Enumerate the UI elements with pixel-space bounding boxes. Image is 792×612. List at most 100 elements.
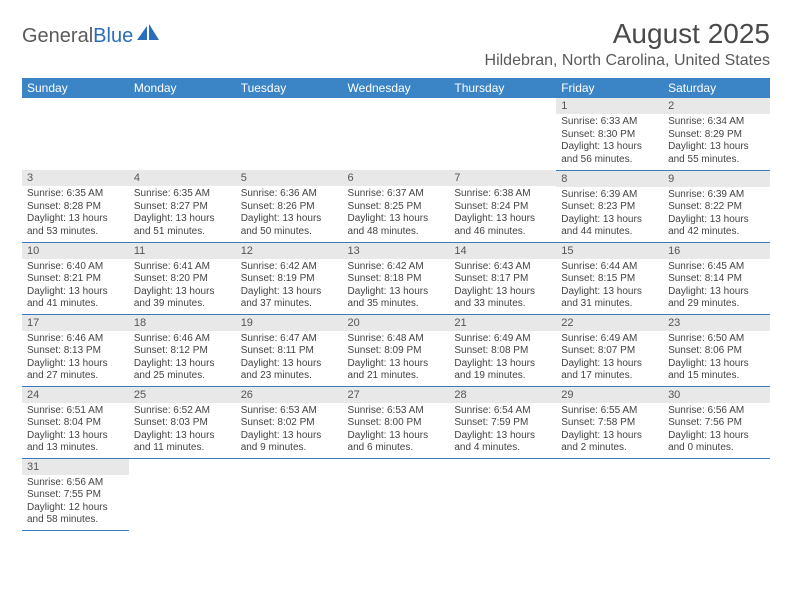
daylight-line: Daylight: 13 hours and 2 minutes. [561, 430, 658, 455]
day-content: Sunrise: 6:53 AMSunset: 8:00 PMDaylight:… [343, 403, 450, 458]
calendar-cell: 18Sunrise: 6:46 AMSunset: 8:12 PMDayligh… [129, 314, 236, 386]
sunset-line: Sunset: 8:25 PM [348, 201, 445, 214]
weekday-header: Friday [556, 78, 663, 98]
sunset-line: Sunset: 8:30 PM [561, 129, 658, 142]
sunrise-line: Sunrise: 6:33 AM [561, 116, 658, 129]
sunrise-line: Sunrise: 6:46 AM [27, 333, 124, 346]
calendar-cell: 17 Sunrise: 6:46 AMSunset: 8:13 PMDayligh… [22, 314, 129, 386]
calendar-page: GeneralBlue August 2025 Hildebran, North… [0, 0, 792, 541]
sail-icon [137, 24, 159, 48]
sunrise-line: Sunrise: 6:34 AM [668, 116, 765, 129]
calendar-cell: 19Sunrise: 6:47 AMSunset: 8:11 PMDayligh… [236, 314, 343, 386]
day-number: 23 [663, 315, 770, 331]
day-content: Sunrise: 6:45 AMSunset: 8:14 PMDaylight:… [663, 259, 770, 314]
day-number: 5 [236, 170, 343, 186]
day-content: Sunrise: 6:43 AMSunset: 8:17 PMDaylight:… [449, 259, 556, 314]
daylight-line: Daylight: 13 hours and 53 minutes. [27, 213, 124, 238]
daylight-line: Daylight: 13 hours and 25 minutes. [134, 358, 231, 383]
calendar-cell [129, 458, 236, 530]
calendar-cell [22, 98, 129, 170]
day-content: Sunrise: 6:42 AMSunset: 8:19 PMDaylight:… [236, 259, 343, 314]
sunset-line: Sunset: 8:17 PM [454, 273, 551, 286]
day-content: Sunrise: 6:35 AMSunset: 8:28 PMDaylight:… [22, 186, 129, 241]
day-content: Sunrise: 6:34 AMSunset: 8:29 PMDaylight:… [663, 114, 770, 169]
daylight-line: Daylight: 13 hours and 33 minutes. [454, 286, 551, 311]
sunset-line: Sunset: 8:27 PM [134, 201, 231, 214]
daylight-line: Daylight: 13 hours and 44 minutes. [561, 214, 658, 239]
daylight-line: Daylight: 13 hours and 6 minutes. [348, 430, 445, 455]
sunrise-line: Sunrise: 6:49 AM [454, 333, 551, 346]
daylight-line: Daylight: 13 hours and 48 minutes. [348, 213, 445, 238]
daylight-line: Daylight: 13 hours and 9 minutes. [241, 430, 338, 455]
calendar-table: SundayMondayTuesdayWednesdayThursdayFrid… [22, 78, 770, 531]
sunrise-line: Sunrise: 6:40 AM [27, 261, 124, 274]
calendar-cell: 10Sunrise: 6:40 AMSunset: 8:21 PMDayligh… [22, 242, 129, 314]
calendar-cell [129, 98, 236, 170]
day-number: 16 [663, 243, 770, 259]
sunset-line: Sunset: 7:59 PM [454, 417, 551, 430]
day-number: 18 [129, 315, 236, 331]
sunrise-line: Sunrise: 6:50 AM [668, 333, 765, 346]
day-content: Sunrise: 6:42 AMSunset: 8:18 PMDaylight:… [343, 259, 450, 314]
day-content: Sunrise: 6:56 AMSunset: 7:56 PMDaylight:… [663, 403, 770, 458]
calendar-cell: 4Sunrise: 6:35 AMSunset: 8:27 PMDaylight… [129, 170, 236, 242]
calendar-cell: 1Sunrise: 6:33 AMSunset: 8:30 PMDaylight… [556, 98, 663, 170]
weekday-header-row: SundayMondayTuesdayWednesdayThursdayFrid… [22, 78, 770, 98]
sunrise-line: Sunrise: 6:35 AM [134, 188, 231, 201]
sunset-line: Sunset: 7:56 PM [668, 417, 765, 430]
calendar-cell: 16Sunrise: 6:45 AMSunset: 8:14 PMDayligh… [663, 242, 770, 314]
day-content: Sunrise: 6:46 AMSunset: 8:12 PMDaylight:… [129, 331, 236, 386]
header: GeneralBlue August 2025 Hildebran, North… [22, 18, 770, 70]
sunrise-line: Sunrise: 6:43 AM [454, 261, 551, 274]
sunset-line: Sunset: 8:24 PM [454, 201, 551, 214]
calendar-cell: 25Sunrise: 6:52 AMSunset: 8:03 PMDayligh… [129, 386, 236, 458]
day-number: 17 [22, 315, 129, 331]
calendar-cell: 27Sunrise: 6:53 AMSunset: 8:00 PMDayligh… [343, 386, 450, 458]
calendar-cell: 15Sunrise: 6:44 AMSunset: 8:15 PMDayligh… [556, 242, 663, 314]
day-number: 2 [663, 98, 770, 114]
weekday-header: Saturday [663, 78, 770, 98]
day-number: 15 [556, 243, 663, 259]
day-content: Sunrise: 6:39 AMSunset: 8:23 PMDaylight:… [556, 187, 663, 242]
sunset-line: Sunset: 8:20 PM [134, 273, 231, 286]
calendar-row: 10Sunrise: 6:40 AMSunset: 8:21 PMDayligh… [22, 242, 770, 314]
sunset-line: Sunset: 8:14 PM [668, 273, 765, 286]
calendar-cell [663, 458, 770, 530]
daylight-line: Daylight: 13 hours and 55 minutes. [668, 141, 765, 166]
sunrise-line: Sunrise: 6:46 AM [134, 333, 231, 346]
sunset-line: Sunset: 8:22 PM [668, 201, 765, 214]
calendar-cell: 21Sunrise: 6:49 AMSunset: 8:08 PMDayligh… [449, 314, 556, 386]
sunset-line: Sunset: 8:15 PM [561, 273, 658, 286]
sunrise-line: Sunrise: 6:41 AM [134, 261, 231, 274]
sunset-line: Sunset: 8:12 PM [134, 345, 231, 358]
daylight-line: Daylight: 13 hours and 35 minutes. [348, 286, 445, 311]
sunset-line: Sunset: 8:19 PM [241, 273, 338, 286]
calendar-row: 24Sunrise: 6:51 AMSunset: 8:04 PMDayligh… [22, 386, 770, 458]
sunset-line: Sunset: 8:13 PM [27, 345, 124, 358]
weekday-header: Wednesday [343, 78, 450, 98]
sunset-line: Sunset: 8:07 PM [561, 345, 658, 358]
calendar-cell [343, 458, 450, 530]
daylight-line: Daylight: 13 hours and 27 minutes. [27, 358, 124, 383]
daylight-line: Daylight: 13 hours and 37 minutes. [241, 286, 338, 311]
sunset-line: Sunset: 8:29 PM [668, 129, 765, 142]
weekday-header: Thursday [449, 78, 556, 98]
calendar-row: 3Sunrise: 6:35 AMSunset: 8:28 PMDaylight… [22, 170, 770, 242]
calendar-cell [343, 98, 450, 170]
day-number: 26 [236, 387, 343, 403]
sunset-line: Sunset: 8:26 PM [241, 201, 338, 214]
day-number: 1 [556, 98, 663, 114]
sunrise-line: Sunrise: 6:51 AM [27, 405, 124, 418]
sunrise-line: Sunrise: 6:35 AM [27, 188, 124, 201]
calendar-cell: 31Sunrise: 6:56 AMSunset: 7:55 PMDayligh… [22, 458, 129, 530]
day-content: Sunrise: 6:54 AMSunset: 7:59 PMDaylight:… [449, 403, 556, 458]
day-number: 24 [22, 387, 129, 403]
day-number: 20 [343, 315, 450, 331]
daylight-line: Daylight: 13 hours and 19 minutes. [454, 358, 551, 383]
calendar-cell [556, 458, 663, 530]
calendar-cell: 29Sunrise: 6:55 AMSunset: 7:58 PMDayligh… [556, 386, 663, 458]
day-content: Sunrise: 6:56 AMSunset: 7:55 PMDaylight:… [22, 475, 129, 530]
sunrise-line: Sunrise: 6:55 AM [561, 405, 658, 418]
day-content: Sunrise: 6:49 AMSunset: 8:08 PMDaylight:… [449, 331, 556, 386]
day-number: 22 [556, 315, 663, 331]
